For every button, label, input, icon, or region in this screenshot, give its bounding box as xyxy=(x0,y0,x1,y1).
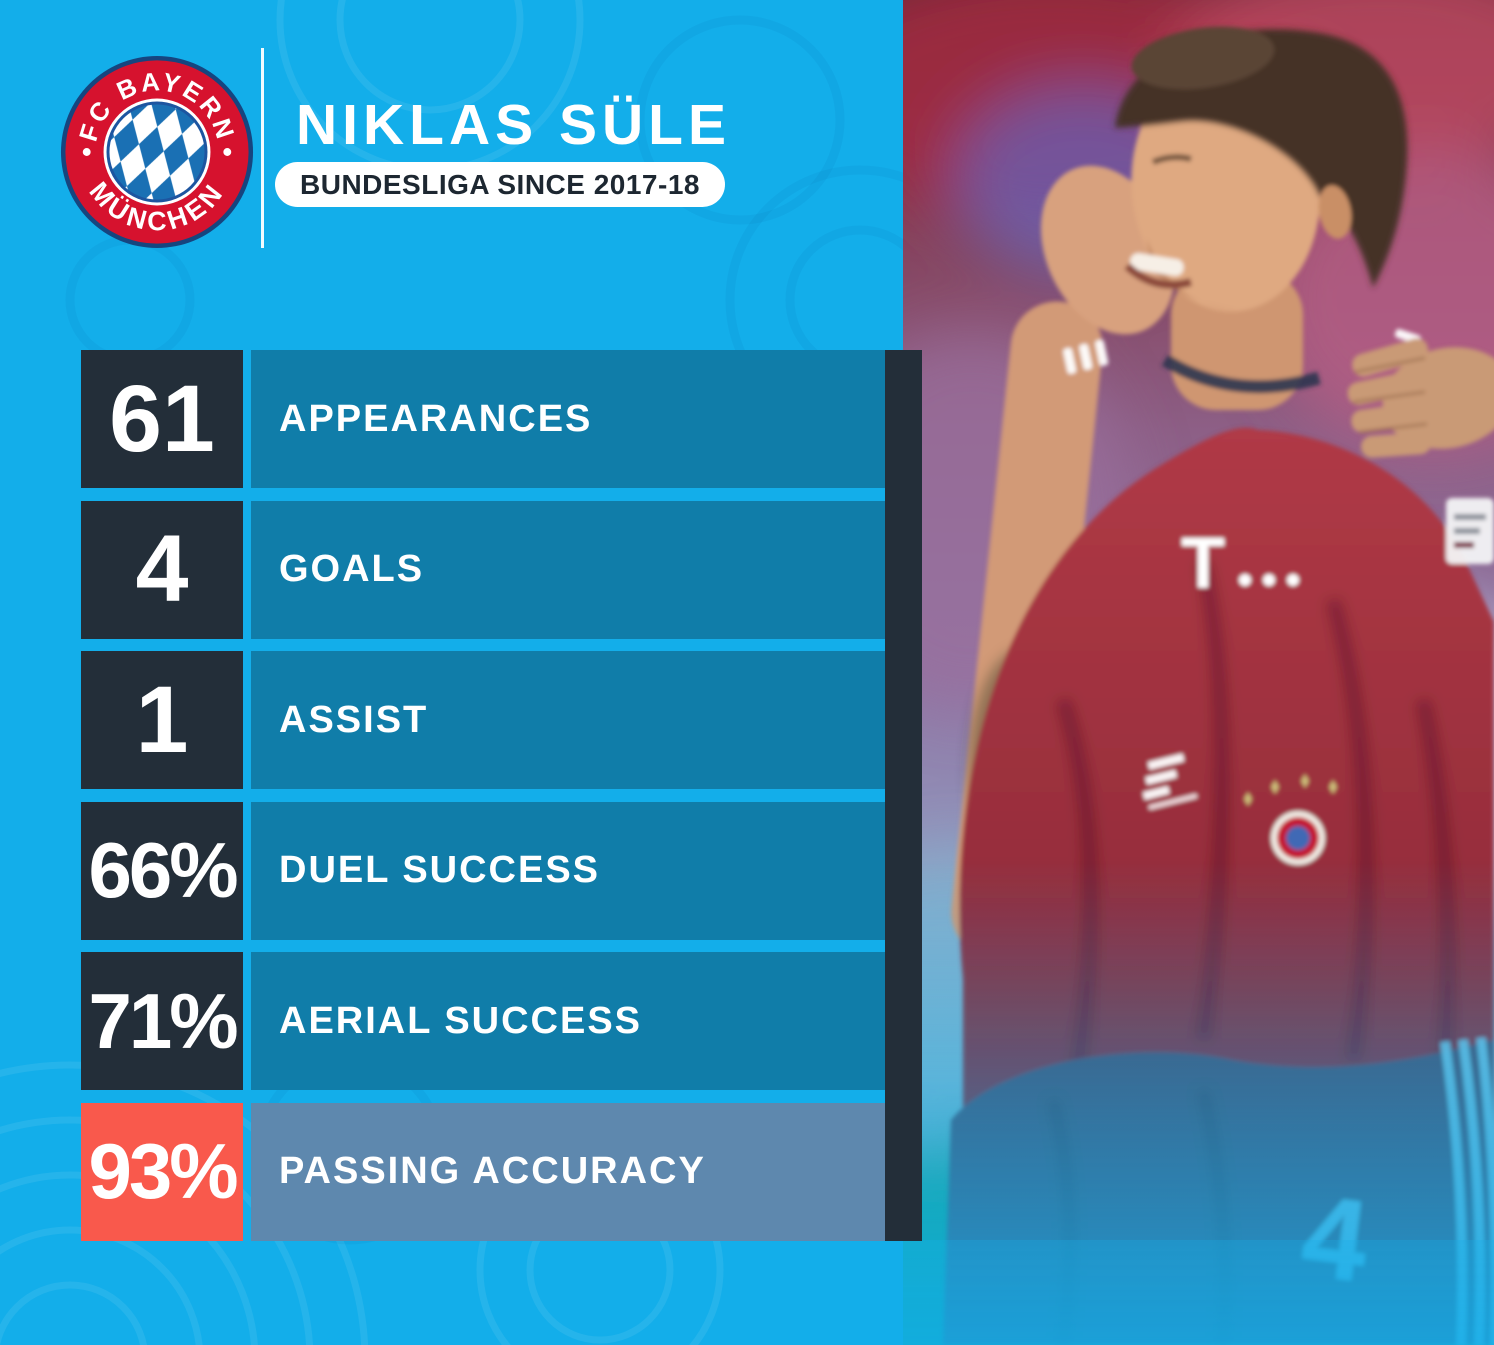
stat-label-bar: GOALS xyxy=(251,500,885,639)
player-photo: T xyxy=(903,0,1494,1345)
stat-row: 61 APPEARANCES xyxy=(81,350,885,488)
svg-text:T: T xyxy=(1181,524,1225,604)
stats-right-strip xyxy=(885,350,922,1241)
stat-value: 93% xyxy=(81,1102,243,1241)
stat-row: 1 ASSIST xyxy=(81,651,885,789)
stat-value: 61 xyxy=(81,350,243,488)
stat-value: 4 xyxy=(81,500,243,639)
stat-row: 4 GOALS xyxy=(81,500,885,639)
fc-bayern-logo: FC BAYERN MÜNCHEN xyxy=(60,55,254,249)
subtitle-badge: BUNDESLIGA SINCE 2017-18 xyxy=(275,162,725,207)
stat-value: 1 xyxy=(81,651,243,789)
stat-label-bar: AERIAL SUCCESS xyxy=(251,952,885,1090)
stat-label-bar: PASSING ACCURACY xyxy=(251,1102,885,1241)
stats-table: 61 APPEARANCES 4 GOALS 1 ASSIST 66% DUEL SUCCES… xyxy=(81,350,885,1241)
stat-label-bar: APPEARANCES xyxy=(251,350,885,488)
stat-label-bar: ASSIST xyxy=(251,651,885,789)
page-title: NIKLAS SÜLE xyxy=(296,93,732,157)
stat-row: 66% DUEL SUCCESS xyxy=(81,801,885,940)
stat-value: 71% xyxy=(81,952,243,1090)
header-divider xyxy=(261,48,264,248)
stat-value: 66% xyxy=(81,801,243,940)
stat-label-bar: DUEL SUCCESS xyxy=(251,801,885,940)
stat-row: 71% AERIAL SUCCESS xyxy=(81,952,885,1090)
stat-row: 93% PASSING ACCURACY xyxy=(81,1102,885,1241)
